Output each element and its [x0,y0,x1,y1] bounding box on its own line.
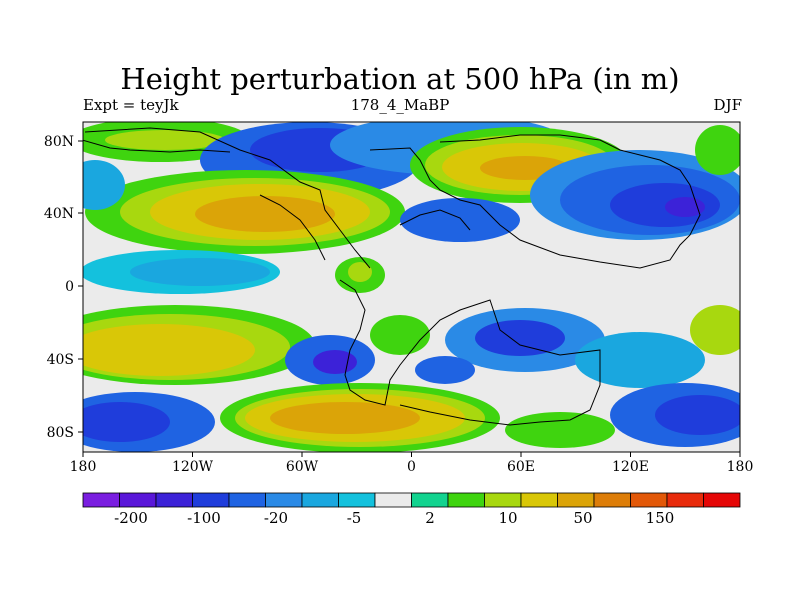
x-tick-label-120w: 120W [172,459,214,475]
colorbar-swatch-16 [630,492,668,508]
colorbar-swatch-18 [703,492,741,508]
x-tick-label-120e: 120E [612,459,649,475]
colorbar-swatch-3 [155,492,193,508]
x-tick-labels: 180 120W 60W 0 60E 120E 180 [70,459,754,475]
x-tick-label-180w: 180 [70,459,97,475]
x-ticks [82,452,741,457]
y-tick-label-0: 0 [65,279,74,295]
colorbar-label-2: -100 [187,509,221,527]
height-field [83,122,740,452]
colorbar-swatch-10 [411,492,449,508]
colorbar-label-8: 150 [646,509,675,527]
colorbar-swatch-2 [119,492,157,508]
colorbar-label-6: 10 [498,509,517,527]
colorbar-swatch-15 [593,492,631,508]
y-tick-label-40n: 40N [44,206,74,222]
x-tick-label-180e: 180 [727,459,754,475]
colorbar-label-4: -5 [347,509,362,527]
colorbar-label-3: -20 [264,509,288,527]
y-tick-label-80n: 80N [44,134,74,150]
colorbar-swatch-1 [82,492,120,508]
colorbar-label-5: 2 [425,509,435,527]
colorbar-label-1: -200 [114,509,148,527]
colorbar-swatch-9 [374,492,412,508]
colorbar-label-7: 50 [573,509,592,527]
colorbar-swatch-13 [520,492,558,508]
colorbar-swatch-5 [228,492,266,508]
period-label: 178_4_MaBP [350,96,450,114]
colorbar-swatch-4 [192,492,230,508]
colorbar-swatch-17 [666,492,704,508]
colorbar-swatch-12 [484,492,522,508]
x-tick-label-60w: 60W [286,459,319,475]
plot-title: Height perturbation at 500 hPa (in m) [120,62,680,96]
y-ticks [78,140,83,433]
coastlines [83,127,701,426]
x-tick-label-60e: 60E [507,459,535,475]
colorbar-swatch-11 [447,492,485,508]
colorbar [82,492,741,508]
season-label: DJF [713,96,742,114]
y-tick-label-80s: 80S [47,425,74,441]
x-tick-label-0: 0 [407,459,416,475]
y-tick-labels: 80N 40N 0 40S 80S [44,134,74,441]
colorbar-swatch-14 [557,492,595,508]
colorbar-labels: -200 -100 -20 -5 2 10 50 150 [114,509,674,527]
colorbar-swatch-8 [338,492,376,508]
colorbar-swatch-6 [265,492,303,508]
experiment-label: Expt = teyJk [83,96,179,114]
y-tick-label-40s: 40S [47,352,74,368]
colorbar-swatch-7 [301,492,339,508]
